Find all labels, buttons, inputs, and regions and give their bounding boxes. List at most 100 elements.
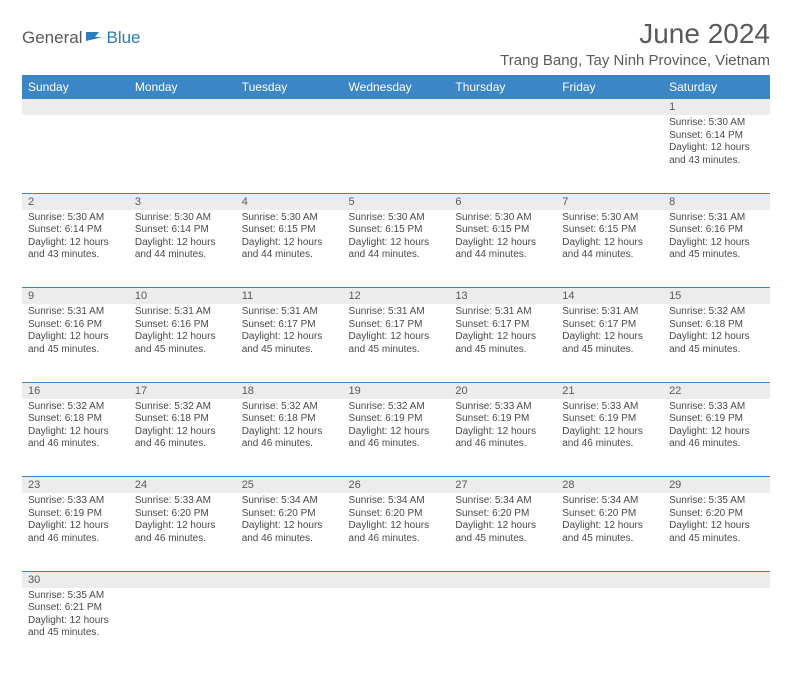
weekday-row: Sunday Monday Tuesday Wednesday Thursday…: [22, 75, 770, 99]
sunrise-text: Sunrise: 5:34 AM: [455, 495, 550, 508]
calendar-table: Sunday Monday Tuesday Wednesday Thursday…: [22, 75, 770, 666]
day-number-cell: [343, 571, 450, 588]
day-number-cell: [343, 99, 450, 115]
week-row: Sunrise: 5:35 AMSunset: 6:21 PMDaylight:…: [22, 588, 770, 666]
daynum-row: 30: [22, 571, 770, 588]
day-details: Sunrise: 5:32 AMSunset: 6:18 PMDaylight:…: [129, 399, 236, 455]
day-details: Sunrise: 5:34 AMSunset: 6:20 PMDaylight:…: [449, 493, 556, 549]
flag-icon: [86, 29, 104, 48]
weekday-header: Friday: [556, 75, 663, 99]
sunrise-text: Sunrise: 5:32 AM: [242, 401, 337, 414]
day-cell: [129, 588, 236, 666]
day-number-cell: 4: [236, 193, 343, 210]
day-number-cell: 29: [663, 477, 770, 494]
sunrise-text: Sunrise: 5:34 AM: [242, 495, 337, 508]
day-cell: [556, 588, 663, 666]
sunrise-text: Sunrise: 5:30 AM: [669, 117, 764, 130]
weekday-header: Tuesday: [236, 75, 343, 99]
day-details: Sunrise: 5:30 AMSunset: 6:15 PMDaylight:…: [556, 210, 663, 266]
day-cell: [129, 115, 236, 193]
daylight-text: Daylight: 12 hours and 46 minutes.: [455, 426, 550, 451]
daylight-text: Daylight: 12 hours and 45 minutes.: [349, 331, 444, 356]
day-number: 13: [449, 288, 556, 304]
sunrise-text: Sunrise: 5:31 AM: [455, 306, 550, 319]
day-details: Sunrise: 5:32 AMSunset: 6:18 PMDaylight:…: [663, 304, 770, 360]
calendar-page: General Blue June 2024 Trang Bang, Tay N…: [0, 0, 792, 676]
day-details: Sunrise: 5:31 AMSunset: 6:16 PMDaylight:…: [129, 304, 236, 360]
sunrise-text: Sunrise: 5:33 AM: [562, 401, 657, 414]
day-number-cell: 30: [22, 571, 129, 588]
daylight-text: Daylight: 12 hours and 46 minutes.: [135, 520, 230, 545]
daylight-text: Daylight: 12 hours and 46 minutes.: [28, 426, 123, 451]
day-number-cell: 27: [449, 477, 556, 494]
day-number-cell: 10: [129, 288, 236, 305]
day-number-cell: 23: [22, 477, 129, 494]
sunset-text: Sunset: 6:20 PM: [455, 508, 550, 521]
daynum-row: 23242526272829: [22, 477, 770, 494]
daylight-text: Daylight: 12 hours and 43 minutes.: [28, 237, 123, 262]
day-details: Sunrise: 5:31 AMSunset: 6:17 PMDaylight:…: [556, 304, 663, 360]
day-number-cell: 22: [663, 382, 770, 399]
day-number: 29: [663, 477, 770, 493]
day-cell: Sunrise: 5:31 AMSunset: 6:16 PMDaylight:…: [663, 210, 770, 288]
day-number-cell: [556, 99, 663, 115]
daylight-text: Daylight: 12 hours and 45 minutes.: [562, 520, 657, 545]
day-cell: Sunrise: 5:32 AMSunset: 6:18 PMDaylight:…: [129, 399, 236, 477]
week-row: Sunrise: 5:33 AMSunset: 6:19 PMDaylight:…: [22, 493, 770, 571]
daylight-text: Daylight: 12 hours and 45 minutes.: [28, 615, 123, 640]
sunset-text: Sunset: 6:17 PM: [349, 319, 444, 332]
sunrise-text: Sunrise: 5:30 AM: [28, 212, 123, 225]
day-details: Sunrise: 5:30 AMSunset: 6:14 PMDaylight:…: [663, 115, 770, 171]
sunset-text: Sunset: 6:17 PM: [562, 319, 657, 332]
weekday-header: Sunday: [22, 75, 129, 99]
day-number: 21: [556, 383, 663, 399]
week-row: Sunrise: 5:30 AMSunset: 6:14 PMDaylight:…: [22, 210, 770, 288]
day-details: Sunrise: 5:32 AMSunset: 6:19 PMDaylight:…: [343, 399, 450, 455]
day-cell: Sunrise: 5:35 AMSunset: 6:20 PMDaylight:…: [663, 493, 770, 571]
day-details: Sunrise: 5:33 AMSunset: 6:19 PMDaylight:…: [663, 399, 770, 455]
weekday-header: Wednesday: [343, 75, 450, 99]
day-details: Sunrise: 5:34 AMSunset: 6:20 PMDaylight:…: [556, 493, 663, 549]
day-number: 7: [556, 194, 663, 210]
daylight-text: Daylight: 12 hours and 45 minutes.: [135, 331, 230, 356]
sunset-text: Sunset: 6:20 PM: [562, 508, 657, 521]
day-number: 25: [236, 477, 343, 493]
day-number-cell: 28: [556, 477, 663, 494]
day-details: Sunrise: 5:32 AMSunset: 6:18 PMDaylight:…: [22, 399, 129, 455]
sunrise-text: Sunrise: 5:31 AM: [669, 212, 764, 225]
sunset-text: Sunset: 6:14 PM: [669, 130, 764, 143]
day-details: Sunrise: 5:33 AMSunset: 6:19 PMDaylight:…: [449, 399, 556, 455]
sunset-text: Sunset: 6:16 PM: [28, 319, 123, 332]
daylight-text: Daylight: 12 hours and 46 minutes.: [242, 520, 337, 545]
day-number-cell: 8: [663, 193, 770, 210]
day-number-cell: 19: [343, 382, 450, 399]
day-number-cell: 16: [22, 382, 129, 399]
day-number-cell: 26: [343, 477, 450, 494]
day-number: 2: [22, 194, 129, 210]
weekday-header: Saturday: [663, 75, 770, 99]
day-cell: Sunrise: 5:31 AMSunset: 6:17 PMDaylight:…: [343, 304, 450, 382]
day-cell: Sunrise: 5:30 AMSunset: 6:14 PMDaylight:…: [129, 210, 236, 288]
daylight-text: Daylight: 12 hours and 44 minutes.: [455, 237, 550, 262]
day-number: 18: [236, 383, 343, 399]
sunset-text: Sunset: 6:15 PM: [349, 224, 444, 237]
day-details: Sunrise: 5:30 AMSunset: 6:14 PMDaylight:…: [129, 210, 236, 266]
sunrise-text: Sunrise: 5:32 AM: [28, 401, 123, 414]
daylight-text: Daylight: 12 hours and 46 minutes.: [562, 426, 657, 451]
day-details: Sunrise: 5:33 AMSunset: 6:19 PMDaylight:…: [22, 493, 129, 549]
week-row: Sunrise: 5:31 AMSunset: 6:16 PMDaylight:…: [22, 304, 770, 382]
day-number-cell: 15: [663, 288, 770, 305]
day-number: 30: [22, 572, 129, 588]
day-number-cell: 13: [449, 288, 556, 305]
sunrise-text: Sunrise: 5:34 AM: [349, 495, 444, 508]
daylight-text: Daylight: 12 hours and 46 minutes.: [28, 520, 123, 545]
page-title: June 2024: [500, 18, 770, 50]
day-number: 22: [663, 383, 770, 399]
daylight-text: Daylight: 12 hours and 45 minutes.: [455, 331, 550, 356]
sunrise-text: Sunrise: 5:32 AM: [135, 401, 230, 414]
sunset-text: Sunset: 6:16 PM: [135, 319, 230, 332]
day-number-cell: [236, 571, 343, 588]
day-number-cell: 9: [22, 288, 129, 305]
day-number-cell: [663, 571, 770, 588]
day-number-cell: 6: [449, 193, 556, 210]
